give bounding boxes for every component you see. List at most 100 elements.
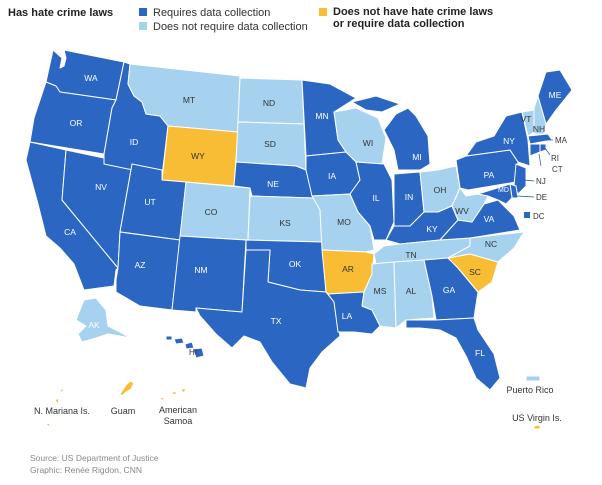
- label-nm: NM: [194, 265, 207, 275]
- territory-american-samoa-shape: [159, 388, 187, 402]
- label-n-mariana: N. Mariana Is.: [34, 406, 90, 416]
- state-mi-upper: [351, 95, 401, 113]
- state-nc: [447, 231, 525, 263]
- callout-line-de: [516, 195, 535, 198]
- state-md: [477, 183, 513, 205]
- label-nd: ND: [263, 98, 275, 108]
- label-sd: SD: [264, 139, 276, 149]
- label-ma: MA: [555, 136, 568, 145]
- legend-label-none-line1: Does not have hate crime laws: [333, 6, 494, 18]
- label-us-virgin-is: US Virgin Is.: [512, 413, 562, 423]
- label-me: ME: [549, 90, 562, 100]
- legend-title: Has hate crime laws: [8, 7, 114, 19]
- state-me: [537, 69, 573, 125]
- source-note: Source: US Department of Justice: [30, 453, 159, 463]
- label-ar: AR: [342, 264, 354, 274]
- label-la: LA: [342, 311, 353, 321]
- label-az: AZ: [135, 260, 146, 270]
- callout-line-nj: [523, 179, 535, 182]
- label-oh: OH: [434, 185, 447, 195]
- label-dc: DC: [533, 212, 545, 221]
- territory-labels: N. Mariana Is. Guam American Samoa Puert…: [34, 385, 562, 426]
- label-ia: IA: [328, 171, 336, 181]
- label-pa: PA: [484, 170, 495, 180]
- label-ky: KY: [426, 224, 438, 234]
- legend-label-not-require: Does not require data collection: [153, 21, 308, 33]
- label-il: IL: [372, 193, 379, 203]
- label-nj: NJ: [536, 177, 546, 186]
- label-or: OR: [70, 118, 83, 128]
- callout-line-ri: [544, 147, 551, 156]
- label-wv: WV: [455, 206, 469, 216]
- label-al: AL: [406, 286, 417, 296]
- state-labels: WA OR CA NV ID MT WY UT AZ CO NM ND SD N…: [64, 73, 568, 358]
- label-ri: RI: [551, 154, 559, 163]
- label-in: IN: [405, 192, 414, 202]
- label-american-samoa-line2: Samoa: [164, 416, 193, 426]
- label-id: ID: [130, 137, 139, 147]
- label-co: CO: [205, 207, 218, 217]
- callout-line-ct: [538, 153, 542, 167]
- label-de: DE: [536, 193, 547, 202]
- territory-puerto-rico-shape: [525, 375, 541, 382]
- label-mn: MN: [315, 111, 328, 121]
- label-ut: UT: [144, 197, 155, 207]
- graphic-credit: Graphic: Renée Rigdon, CNN: [30, 465, 142, 475]
- label-fl: FL: [475, 348, 485, 358]
- state-mi: [383, 107, 431, 171]
- legend-swatch-none: [319, 8, 327, 16]
- label-hi: HI: [189, 348, 197, 357]
- label-ny: NY: [503, 136, 515, 146]
- label-ne: NE: [267, 179, 279, 189]
- territory-guam-shape: [119, 380, 135, 397]
- legend-item-not-require: Does not require data collection: [139, 21, 308, 33]
- label-ca: CA: [64, 227, 76, 237]
- label-mt: MT: [183, 95, 195, 105]
- label-ks: KS: [279, 218, 291, 228]
- legend-item-requires: Requires data collection: [139, 7, 270, 19]
- state-nh: [533, 95, 547, 135]
- state-fl: [405, 317, 501, 391]
- label-puerto-rico: Puerto Rico: [506, 385, 553, 395]
- label-wa: WA: [84, 73, 98, 83]
- legend-label-requires: Requires data collection: [153, 7, 271, 19]
- territory-n-mariana-shape: [45, 387, 65, 428]
- label-ga: GA: [443, 285, 456, 295]
- state-ct: [529, 143, 541, 157]
- callout-lines: [516, 139, 553, 198]
- label-md: MD: [498, 187, 509, 194]
- label-nc: NC: [485, 239, 497, 249]
- label-mo: MO: [337, 217, 351, 227]
- state-ma: [527, 133, 553, 145]
- territory-us-virgin-is-shape: [533, 424, 541, 430]
- label-tx: TX: [271, 316, 282, 326]
- label-american-samoa-line1: American: [159, 405, 197, 415]
- label-ct: CT: [552, 165, 563, 174]
- label-wi: WI: [363, 138, 373, 148]
- state-az: [115, 231, 181, 311]
- dc-marker: [524, 212, 530, 218]
- label-mi: MI: [412, 152, 421, 162]
- state-il: [349, 161, 395, 241]
- label-sc: SC: [469, 267, 481, 277]
- label-wy: WY: [191, 151, 205, 161]
- legend-swatch-not-require: [139, 22, 147, 30]
- label-vt: VT: [521, 114, 532, 124]
- label-ms: MS: [374, 286, 387, 296]
- legend-swatch-requires: [139, 8, 147, 16]
- label-nh: NH: [533, 124, 545, 134]
- label-va: VA: [484, 214, 495, 224]
- state-tx: [195, 249, 341, 389]
- legend-item-none: Does not have hate crime laws or require …: [319, 6, 493, 30]
- legend-label-none-line2: or require data collection: [333, 18, 465, 30]
- label-nv: NV: [95, 182, 107, 192]
- label-guam: Guam: [111, 406, 136, 416]
- label-ok: OK: [289, 259, 302, 269]
- state-ak: [75, 297, 131, 343]
- state-hi: [165, 335, 205, 359]
- legend: Has hate crime laws Requires data collec…: [8, 6, 598, 36]
- state-nj: [513, 163, 527, 195]
- label-ak: AK: [88, 320, 100, 330]
- label-tn: TN: [405, 250, 416, 260]
